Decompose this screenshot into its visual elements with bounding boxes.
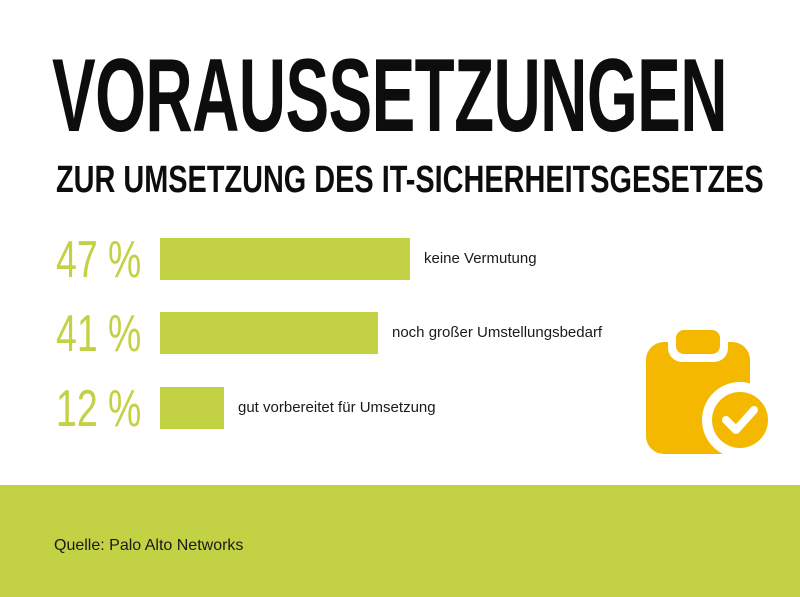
bar-category-label: keine Vermutung — [424, 250, 537, 267]
bar-category-label: gut vorbereitet für Umsetzung — [238, 399, 436, 416]
footer-band: Quelle: Palo Alto Networks — [0, 485, 800, 597]
source-note: Quelle: Palo Alto Networks — [54, 537, 244, 554]
bar — [160, 387, 224, 429]
bar — [160, 312, 378, 354]
bar-value-label: 41 % — [56, 305, 142, 363]
clipboard-check-icon — [646, 322, 778, 458]
bar-category-label: noch großer Umstellungsbedarf — [392, 324, 603, 341]
page-title: VORAUSSETZUNGEN — [52, 38, 728, 154]
bar-chart: 47 % keine Vermutung 41 % noch großer Umste… — [56, 231, 603, 438]
page-subtitle: ZUR UMSETZUNG DES IT-SICHERHEITSGESETZES — [56, 159, 764, 201]
bar-value-label: 47 % — [56, 231, 142, 289]
bar — [160, 238, 410, 280]
bar-value-label: 12 % — [56, 380, 142, 438]
